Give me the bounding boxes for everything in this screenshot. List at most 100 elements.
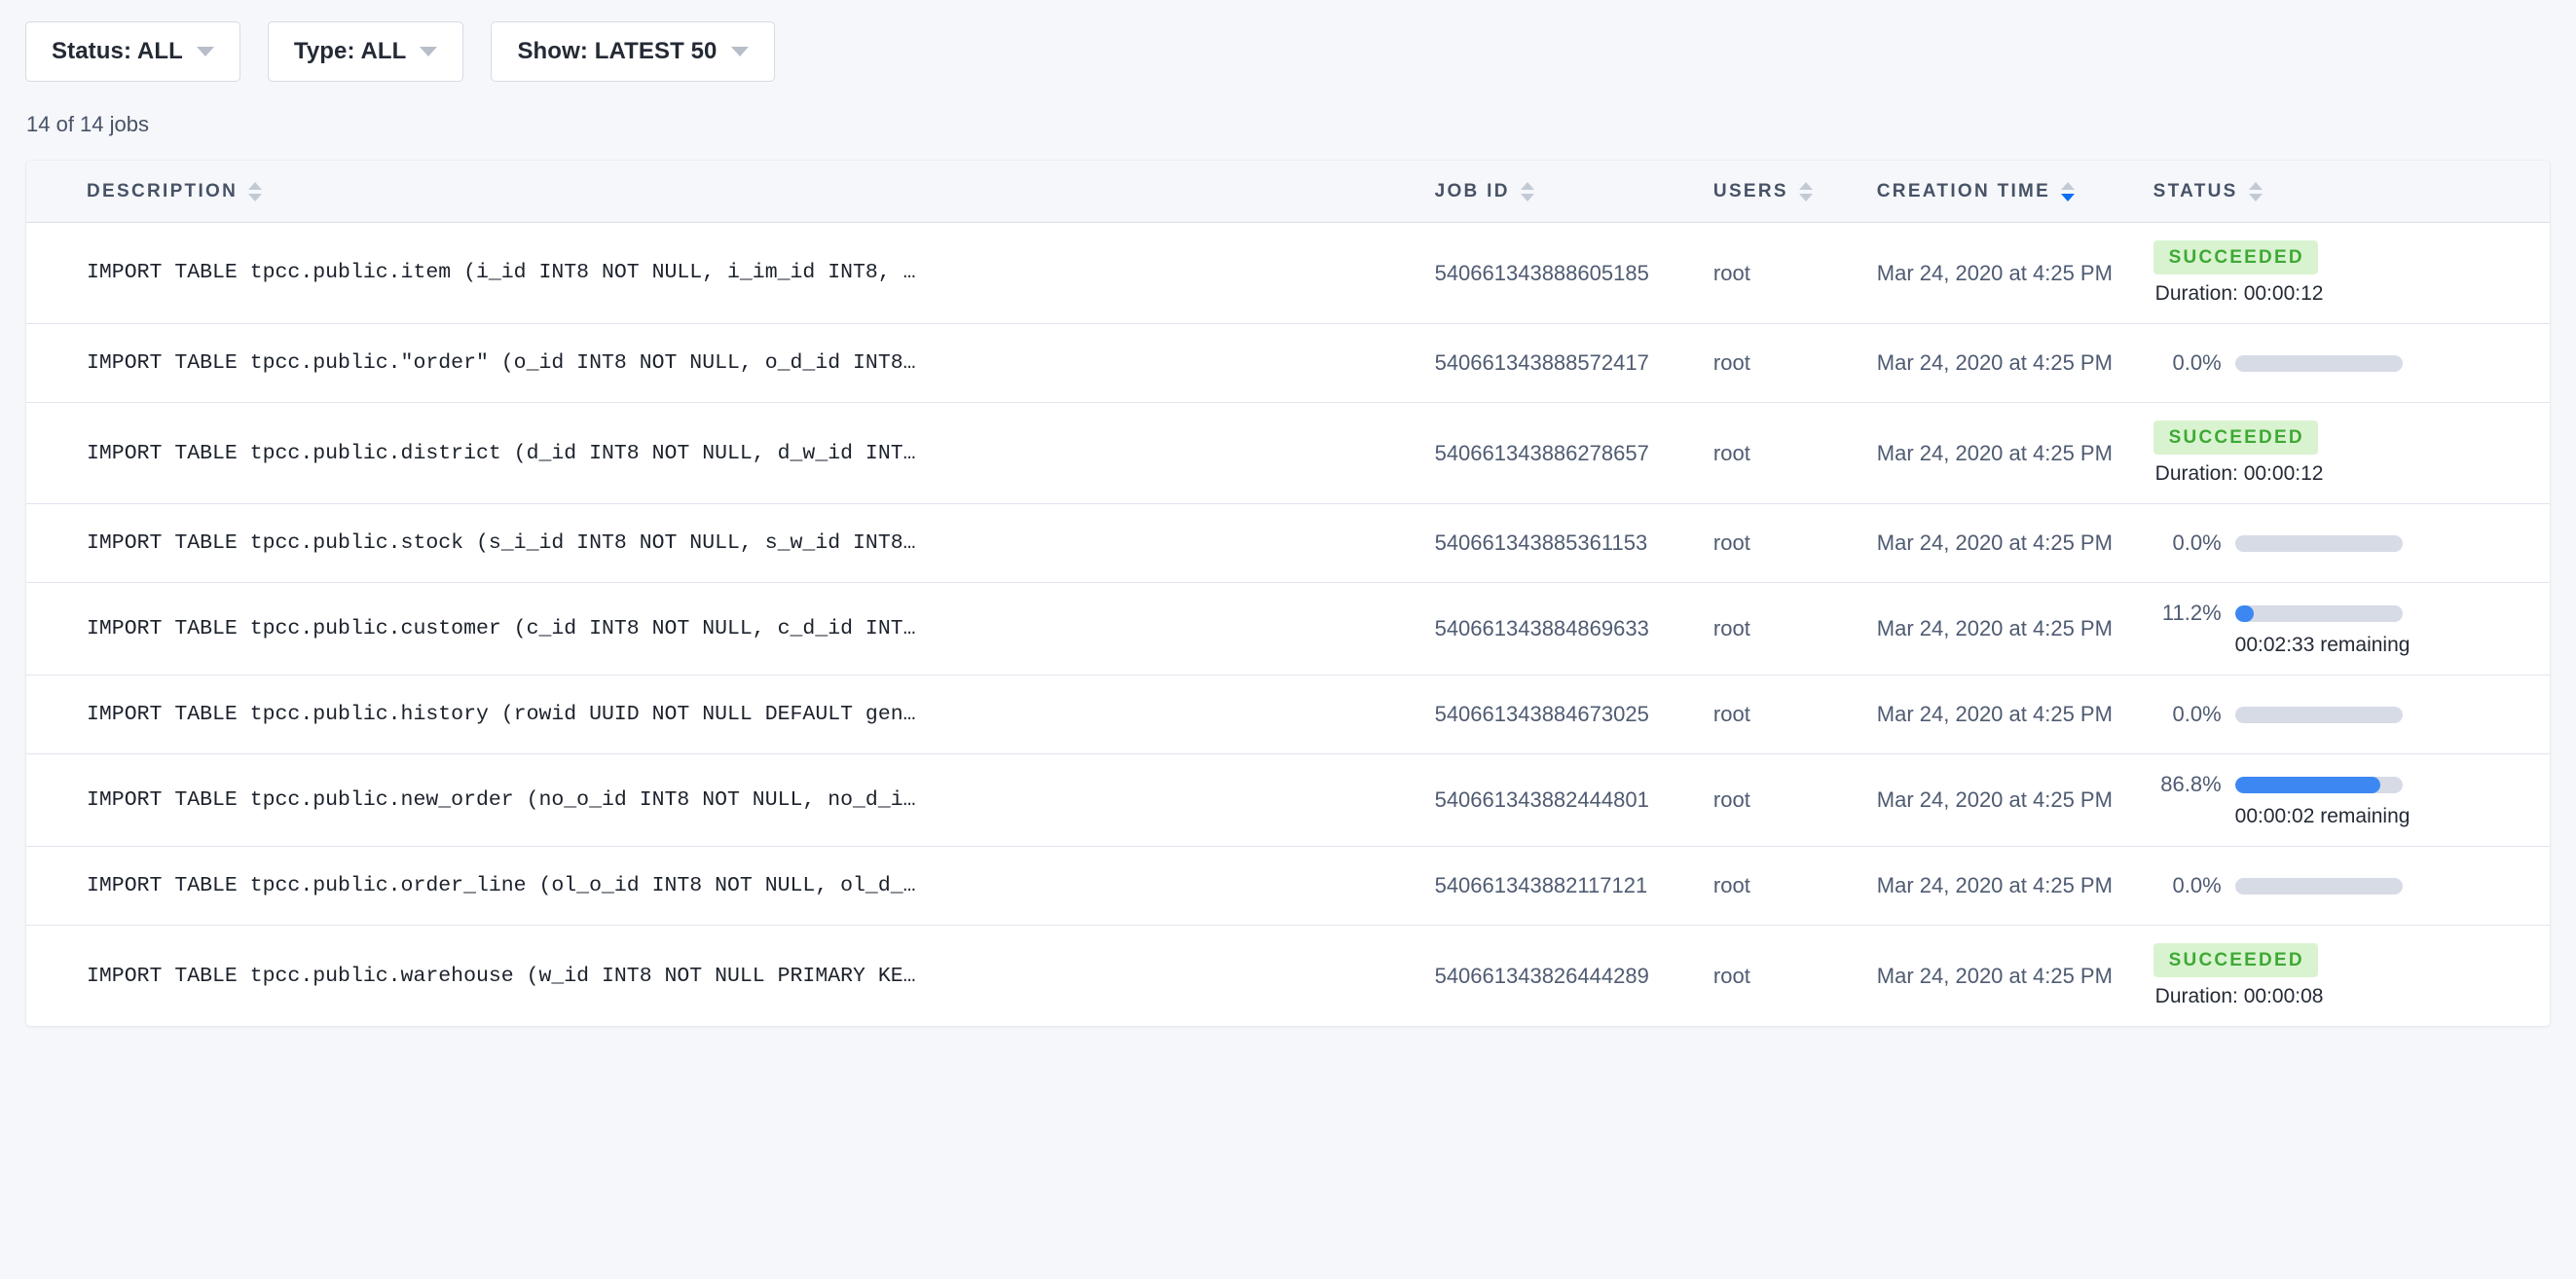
job-user: root xyxy=(1712,616,1750,641)
column-header-job-id[interactable]: JOB ID xyxy=(1434,161,1713,223)
cell-status: SUCCEEDED Duration: 00:00:12 xyxy=(2153,402,2550,504)
cell-job-id: 540661343882444801 xyxy=(1434,753,1713,847)
cell-job-id: 540661343888572417 xyxy=(1434,322,1713,403)
progress-percent-label: 0.0% xyxy=(2172,530,2222,556)
cell-job-id: 540661343826444289 xyxy=(1434,925,1713,1027)
filter-toolbar: Status: ALL Type: ALL Show: LATEST 50 xyxy=(0,0,2576,82)
job-id-link[interactable]: 540661343885361153 xyxy=(1434,530,1648,556)
column-label-description: DESCRIPTION xyxy=(87,181,239,201)
column-label-users: USERS xyxy=(1712,181,1788,201)
jobs-table-card: DESCRIPTION JOB ID USERS xyxy=(26,161,2550,1027)
cell-user: root xyxy=(1712,846,1877,926)
status-badge: SUCCEEDED xyxy=(2153,943,2318,978)
cell-description: IMPORT TABLE tpcc.public.item (i_id INT8… xyxy=(26,223,1435,324)
table-row[interactable]: IMPORT TABLE tpcc.public.history (rowid … xyxy=(26,675,2550,754)
sort-icon-users[interactable] xyxy=(1798,182,1813,201)
cell-creation-time: Mar 24, 2020 at 4:25 PM xyxy=(1876,322,2153,403)
job-description: IMPORT TABLE tpcc.public."order" (o_id I… xyxy=(87,351,916,375)
sort-icon-description[interactable] xyxy=(248,182,263,201)
cell-user: root xyxy=(1712,582,1877,676)
status-filter-dropdown[interactable]: Status: ALL xyxy=(25,21,240,82)
job-id-link[interactable]: 540661343884673025 xyxy=(1434,702,1649,727)
time-remaining: 00:00:02 remaining xyxy=(2234,805,2410,828)
table-row[interactable]: IMPORT TABLE tpcc.public."order" (o_id I… xyxy=(26,322,2550,403)
column-header-status[interactable]: STATUS xyxy=(2153,161,2550,223)
job-user: root xyxy=(1712,787,1750,813)
job-creation-time: Mar 24, 2020 at 4:25 PM xyxy=(1876,530,2113,556)
progress-bar-track xyxy=(2234,706,2403,723)
cell-user: root xyxy=(1712,925,1877,1027)
job-id-link[interactable]: 540661343884869633 xyxy=(1434,616,1649,641)
progress-percent-label: 0.0% xyxy=(2172,702,2222,727)
cell-user: root xyxy=(1712,402,1877,504)
cell-job-id: 540661343884673025 xyxy=(1434,675,1713,754)
job-id-link[interactable]: 540661343888605185 xyxy=(1434,260,1649,285)
cell-description: IMPORT TABLE tpcc.public.stock (s_i_id I… xyxy=(26,503,1435,583)
job-user: root xyxy=(1712,963,1750,988)
job-user: root xyxy=(1712,873,1750,898)
table-row[interactable]: IMPORT TABLE tpcc.public.order_line (ol_… xyxy=(26,846,2550,926)
job-description: IMPORT TABLE tpcc.public.history (rowid … xyxy=(87,703,916,727)
cell-status: 0.0% xyxy=(2153,503,2550,583)
job-description: IMPORT TABLE tpcc.public.customer (c_id … xyxy=(87,617,916,641)
table-row[interactable]: IMPORT TABLE tpcc.public.new_order (no_o… xyxy=(26,753,2550,847)
cell-description: IMPORT TABLE tpcc.public."order" (o_id I… xyxy=(26,322,1435,403)
show-filter-dropdown[interactable]: Show: LATEST 50 xyxy=(491,21,775,82)
job-duration: Duration: 00:00:12 xyxy=(2154,462,2324,486)
column-label-creation-time: CREATION TIME xyxy=(1876,181,2051,201)
job-description: IMPORT TABLE tpcc.public.new_order (no_o… xyxy=(87,788,916,813)
job-creation-time: Mar 24, 2020 at 4:25 PM xyxy=(1876,616,2113,641)
job-id-link[interactable]: 540661343886278657 xyxy=(1434,440,1649,465)
time-remaining: 00:02:33 remaining xyxy=(2234,634,2410,657)
cell-creation-time: Mar 24, 2020 at 4:25 PM xyxy=(1876,503,2153,583)
type-filter-dropdown[interactable]: Type: ALL xyxy=(267,21,464,82)
progress-percent-label: 86.8% xyxy=(2160,772,2222,797)
progress-percent-label: 11.2% xyxy=(2161,601,2222,626)
cell-creation-time: Mar 24, 2020 at 4:25 PM xyxy=(1876,846,2153,926)
progress-bar-group: 0.0% xyxy=(2153,530,2403,556)
table-row[interactable]: IMPORT TABLE tpcc.public.customer (c_id … xyxy=(26,582,2550,676)
job-id-link[interactable]: 540661343888572417 xyxy=(1434,350,1649,376)
sort-icon-creation-time[interactable] xyxy=(2061,182,2076,201)
cell-status: SUCCEEDED Duration: 00:00:12 xyxy=(2153,223,2550,324)
cell-description: IMPORT TABLE tpcc.public.history (rowid … xyxy=(26,675,1435,754)
cell-job-id: 540661343882117121 xyxy=(1434,846,1713,926)
column-header-description[interactable]: DESCRIPTION xyxy=(26,161,1435,223)
job-creation-time: Mar 24, 2020 at 4:25 PM xyxy=(1876,702,2113,727)
job-creation-time: Mar 24, 2020 at 4:25 PM xyxy=(1876,440,2113,465)
type-filter-label: Type: ALL xyxy=(293,38,407,64)
table-row[interactable]: IMPORT TABLE tpcc.public.item (i_id INT8… xyxy=(26,223,2550,324)
progress-bar-track xyxy=(2234,877,2403,895)
cell-job-id: 540661343888605185 xyxy=(1435,223,1713,324)
status-filter-label: Status: ALL xyxy=(52,38,183,64)
job-id-link[interactable]: 540661343882117121 xyxy=(1434,873,1648,898)
chevron-down-icon xyxy=(420,47,438,56)
cell-user: root xyxy=(1713,223,1877,324)
cell-description: IMPORT TABLE tpcc.public.warehouse (w_id… xyxy=(26,925,1435,1027)
table-row[interactable]: IMPORT TABLE tpcc.public.warehouse (w_id… xyxy=(26,925,2550,1027)
chevron-down-icon xyxy=(730,47,749,56)
table-row[interactable]: IMPORT TABLE tpcc.public.stock (s_i_id I… xyxy=(26,503,2550,583)
job-creation-time: Mar 24, 2020 at 4:25 PM xyxy=(1876,873,2113,898)
cell-job-id: 540661343884869633 xyxy=(1434,582,1713,676)
table-row[interactable]: IMPORT TABLE tpcc.public.district (d_id … xyxy=(26,402,2550,504)
column-header-creation-time[interactable]: CREATION TIME xyxy=(1876,161,2153,223)
progress-bar-fill xyxy=(2234,776,2380,793)
cell-job-id: 540661343886278657 xyxy=(1434,402,1713,504)
progress-bar-track xyxy=(2234,354,2403,372)
jobs-table-body: IMPORT TABLE tpcc.public.item (i_id INT8… xyxy=(26,223,2550,1027)
cell-status: 0.0% xyxy=(2153,675,2550,754)
cell-creation-time: Mar 24, 2020 at 4:25 PM xyxy=(1876,675,2153,754)
job-id-link[interactable]: 540661343882444801 xyxy=(1434,787,1649,813)
job-duration: Duration: 00:00:08 xyxy=(2154,985,2324,1008)
column-label-job-id: JOB ID xyxy=(1434,181,1510,201)
job-creation-time: Mar 24, 2020 at 4:25 PM xyxy=(1876,787,2113,813)
sort-icon-status[interactable] xyxy=(2248,182,2263,201)
job-description: IMPORT TABLE tpcc.public.item (i_id INT8… xyxy=(87,261,916,285)
cell-status: 0.0% xyxy=(2153,322,2550,403)
jobs-count: 14 of 14 jobs xyxy=(26,112,149,136)
column-header-users[interactable]: USERS xyxy=(1712,161,1877,223)
sort-icon-job-id[interactable] xyxy=(1520,182,1534,201)
job-id-link[interactable]: 540661343826444289 xyxy=(1434,963,1649,988)
job-creation-time: Mar 24, 2020 at 4:25 PM xyxy=(1876,260,2113,285)
